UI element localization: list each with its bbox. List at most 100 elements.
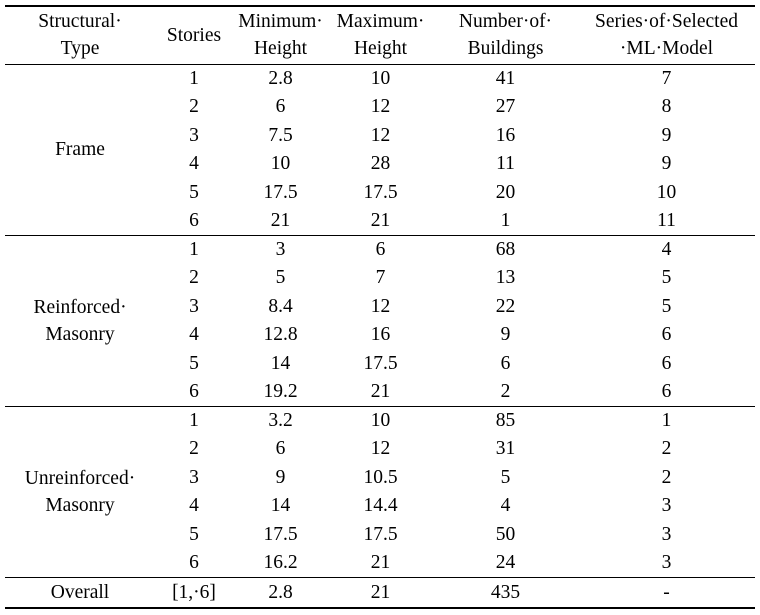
- cell-ml-series: 7: [661, 68, 672, 89]
- cell-min-height: 6: [275, 438, 286, 460]
- cell-min-height: 3: [275, 239, 286, 260]
- overall-series: -: [663, 581, 670, 603]
- table-row: 4 10 28 11 9: [5, 150, 755, 179]
- cell-max-height: 28: [370, 153, 391, 175]
- cell-max-height: 17.5: [363, 352, 398, 374]
- cell-max-height: 12: [370, 96, 391, 118]
- table-row: 3 9 10.5 5 2: [5, 463, 755, 492]
- cell-min-height: 21: [270, 210, 291, 231]
- cell-ml-series: 5: [661, 295, 672, 317]
- table-row: 5 17.5 17.5 50 3: [5, 520, 755, 549]
- cell-min-height: 17.5: [263, 523, 298, 545]
- cell-min-height: 3.2: [268, 410, 293, 431]
- cell-num-buildings: 4: [500, 495, 511, 517]
- cell-min-height: 19.2: [263, 381, 298, 402]
- cell-min-height: 12.8: [263, 324, 298, 346]
- cell-num-buildings: 22: [495, 295, 516, 317]
- cell-stories: 4: [189, 324, 199, 346]
- cell-stories: 5: [189, 523, 199, 545]
- cell-num-buildings: 50: [495, 523, 516, 545]
- cell-stories: 6: [189, 552, 199, 573]
- cell-num-buildings: 20: [495, 181, 516, 203]
- cell-stories: 3: [189, 124, 199, 146]
- cell-stories: 1: [189, 68, 199, 89]
- cell-stories: 6: [189, 381, 199, 402]
- cell-max-height: 14.4: [363, 495, 398, 517]
- cell-max-height: 12: [370, 124, 391, 146]
- cell-min-height: 10: [270, 153, 291, 175]
- cell-max-height: 12: [370, 438, 391, 460]
- table-row: Reinforced· Masonry 1 3 6 68 4: [5, 235, 755, 345]
- table-row: 4 12.8 16 9 6: [5, 321, 755, 350]
- overall-buildings: 435: [490, 581, 521, 603]
- table-row: 2 6 12 27 8: [5, 93, 755, 122]
- overall-section: Overall [1,·6] 2.8 21 435 -: [5, 577, 755, 608]
- cell-stories: 2: [189, 267, 199, 289]
- overall-stories: [1,·6]: [172, 581, 216, 603]
- table-row: 5 14 17.5 6 6: [5, 349, 755, 378]
- col-header-stories: Stories: [166, 24, 222, 46]
- cell-num-buildings: 68: [495, 239, 516, 260]
- cell-num-buildings: 9: [500, 324, 511, 346]
- cell-max-height: 21: [370, 381, 391, 402]
- cell-ml-series: 6: [661, 381, 672, 402]
- cell-ml-series: 9: [661, 153, 672, 175]
- cell-ml-series: 10: [656, 181, 677, 203]
- header-row: Structural· Type Stories Minimum· Height…: [5, 6, 755, 64]
- cell-num-buildings: 11: [496, 153, 515, 175]
- cell-num-buildings: 27: [495, 96, 516, 118]
- col-header-ml-series: Series·of·Selected ·ML·Model: [595, 11, 738, 60]
- overall-max-height: 21: [370, 581, 391, 603]
- table-header: Structural· Type Stories Minimum· Height…: [5, 6, 755, 64]
- table-row: 6 21 21 1 11: [5, 207, 755, 235]
- cell-ml-series: 8: [661, 96, 672, 118]
- cell-ml-series: 6: [661, 352, 672, 374]
- cell-min-height: 14: [270, 352, 291, 374]
- table-row: 2 5 7 13 5: [5, 264, 755, 293]
- cell-min-height: 6: [275, 96, 286, 118]
- overall-label: Overall: [50, 581, 110, 603]
- cell-max-height: 16: [370, 324, 391, 346]
- cell-ml-series: 2: [661, 438, 672, 460]
- cell-min-height: 14: [270, 495, 291, 517]
- cell-min-height: 5: [275, 267, 286, 289]
- cell-stories: 6: [189, 210, 199, 231]
- table-row: 2 6 12 31 2: [5, 435, 755, 464]
- col-header-maximum-height: Maximum· Height: [336, 11, 425, 60]
- cell-min-height: 9: [275, 466, 286, 488]
- cell-min-height: 16.2: [263, 552, 298, 573]
- cell-stories: 5: [189, 352, 199, 374]
- cell-ml-series: 9: [661, 124, 672, 146]
- cell-min-height: 17.5: [263, 181, 298, 203]
- table-row: Unreinforced· Masonry 1 3.2 10 85 1: [5, 406, 755, 516]
- cell-min-height: 2.8: [268, 68, 293, 89]
- cell-stories: 4: [189, 153, 199, 175]
- cell-stories: 4: [189, 495, 199, 517]
- table-row: 3 8.4 12 22 5: [5, 292, 755, 321]
- cell-max-height: 21: [370, 210, 391, 231]
- cell-num-buildings: 85: [495, 410, 516, 431]
- cell-num-buildings: 31: [495, 438, 516, 460]
- cell-ml-series: 11: [657, 210, 676, 231]
- overall-row: Overall [1,·6] 2.8 21 435 -: [5, 577, 755, 608]
- col-header-minimum-height: Minimum· Height: [238, 11, 323, 60]
- cell-ml-series: 3: [661, 495, 672, 517]
- cell-stories: 1: [189, 410, 199, 431]
- table-row: 6 16.2 21 24 3: [5, 549, 755, 577]
- cell-max-height: 12: [370, 295, 391, 317]
- cell-num-buildings: 6: [500, 352, 511, 374]
- cell-stories: 2: [189, 96, 199, 118]
- cell-max-height: 17.5: [363, 523, 398, 545]
- cell-max-height: 10.5: [363, 466, 398, 488]
- cell-min-height: 8.4: [268, 295, 293, 317]
- cell-max-height: 6: [375, 239, 386, 260]
- cell-max-height: 17.5: [363, 181, 398, 203]
- cell-stories: 3: [189, 466, 199, 488]
- cell-stories: 3: [189, 295, 199, 317]
- cell-max-height: 10: [370, 68, 391, 89]
- cell-num-buildings: 16: [495, 124, 516, 146]
- cell-ml-series: 3: [661, 523, 672, 545]
- table-row: 3 7.5 12 16 9: [5, 121, 755, 150]
- col-header-structural-type: Structural· Type: [38, 11, 122, 60]
